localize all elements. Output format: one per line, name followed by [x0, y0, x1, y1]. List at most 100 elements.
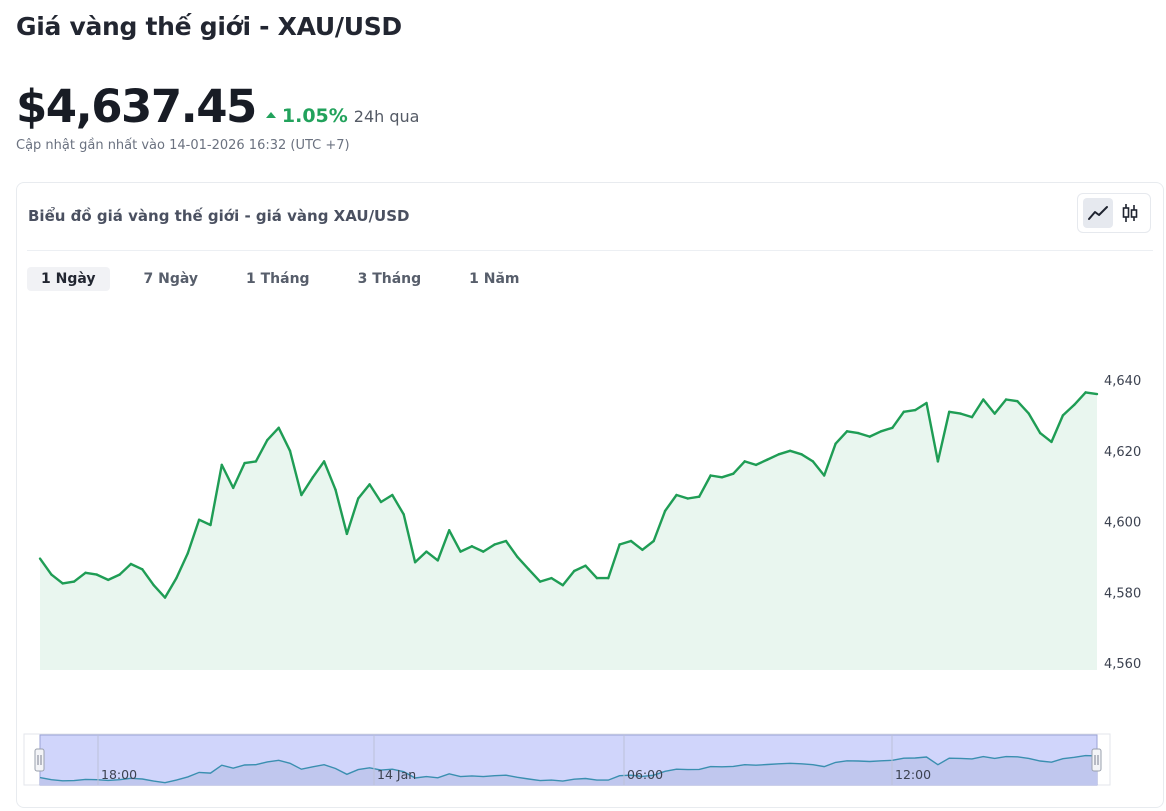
- price-line-segment: [550, 576, 564, 587]
- price-line-segment: [686, 495, 701, 500]
- candlestick-button[interactable]: [1115, 198, 1145, 228]
- tab-1-day[interactable]: 1 Ngày: [27, 267, 110, 291]
- price-area: [40, 392, 1097, 670]
- line-chart-button[interactable]: [1083, 198, 1113, 228]
- price-line-segment: [993, 398, 1008, 415]
- price-line-segment: [868, 430, 883, 438]
- candlestick-icon: [1122, 204, 1138, 222]
- price-line-segment: [663, 493, 678, 513]
- price-line-segment: [243, 460, 258, 465]
- card-divider: [27, 250, 1153, 251]
- price-line-segment: [61, 580, 76, 585]
- price-line-segment: [948, 410, 962, 415]
- price-line-segment: [709, 474, 724, 479]
- price-line-segment: [516, 555, 530, 571]
- price-line-segment: [1027, 412, 1042, 435]
- price-line-segment: [175, 552, 190, 580]
- price-line-segment: [1016, 400, 1031, 415]
- price-line-segment: [754, 458, 769, 467]
- price-line-segment: [186, 518, 201, 555]
- navigator-x-label: 14 Jan: [377, 767, 416, 782]
- navigator-x-label: 12:00: [895, 767, 931, 782]
- price-line-segment: [482, 543, 496, 553]
- navigator-area: [40, 755, 1097, 785]
- price-line-segment: [322, 460, 337, 491]
- change-percent: 1.05%: [281, 105, 348, 127]
- price-line-segment: [1004, 398, 1019, 403]
- tab-1-month[interactable]: 1 Tháng: [246, 271, 310, 287]
- current-price: $4,637.45: [16, 80, 257, 133]
- price-line-segment: [106, 573, 121, 582]
- navigator-left-handle[interactable]: [34, 748, 45, 772]
- price-line-segment: [334, 488, 349, 536]
- price-line-segment: [300, 476, 314, 497]
- price-line-segment: [209, 463, 224, 527]
- price-line-segment: [698, 474, 712, 498]
- price-line-segment: [493, 539, 508, 546]
- navigator-right-handle[interactable]: [1091, 748, 1102, 772]
- price-line-segment: [197, 518, 212, 527]
- price-line-segment: [38, 557, 53, 576]
- price-line-segment: [391, 493, 405, 516]
- page-title: Giá vàng thế giới - XAU/USD: [16, 12, 402, 41]
- price-line-segment: [823, 442, 837, 477]
- price-line-segment: [425, 550, 439, 562]
- range-tabs: 1 Ngày 7 Ngày 1 Tháng 3 Tháng 1 Năm: [27, 267, 554, 291]
- price-line-segment: [1084, 391, 1099, 396]
- price-line-segment: [936, 410, 951, 463]
- price-line-segment: [345, 497, 360, 536]
- price-line-segment: [402, 513, 417, 564]
- price-line-segment: [84, 571, 99, 576]
- price-line-segment: [1073, 391, 1087, 406]
- price-line-segment: [618, 539, 633, 546]
- price-line-segment: [152, 584, 167, 599]
- tab-1-year[interactable]: 1 Năm: [469, 271, 520, 287]
- price-line-segment: [766, 453, 780, 461]
- price-line-segment: [561, 569, 576, 587]
- price-line-segment: [675, 493, 689, 500]
- price-line-segment: [584, 564, 599, 580]
- y-tick-label: 4,600: [1104, 516, 1141, 531]
- price-line-segment: [1050, 414, 1065, 444]
- price-line-segment: [288, 449, 303, 497]
- price-line-segment: [163, 576, 178, 599]
- y-tick-label: 4,620: [1104, 445, 1141, 460]
- price-line-segment: [50, 573, 64, 585]
- price-line-segment: [368, 483, 383, 504]
- price-line-segment: [777, 449, 792, 456]
- price-line-segment: [357, 483, 371, 500]
- y-tick-label: 4,640: [1104, 374, 1141, 389]
- price-line-segment: [448, 529, 462, 553]
- price-line-segment: [379, 493, 394, 504]
- price-line-segment: [857, 431, 871, 438]
- price-change: 1.05% 24h qua: [265, 105, 419, 127]
- tab-3-months[interactable]: 3 Tháng: [357, 271, 422, 287]
- y-tick-label: 4,580: [1104, 586, 1141, 601]
- price-line-segment: [925, 401, 940, 463]
- price-line-segment: [629, 539, 644, 551]
- price-line-segment: [504, 539, 519, 559]
- price-line-segment: [959, 412, 974, 419]
- price-line-segment: [732, 460, 746, 475]
- price-line-segment: [652, 509, 667, 543]
- price-line-segment: [118, 562, 133, 576]
- navigator-x-label: 06:00: [627, 767, 663, 782]
- price-line-segment: [834, 430, 849, 445]
- price-row: $4,637.45 1.05% 24h qua: [16, 80, 419, 133]
- price-line-segment: [527, 568, 542, 583]
- price-line-segment: [72, 571, 87, 583]
- price-line-segment: [845, 430, 860, 435]
- price-line-segment: [607, 543, 621, 580]
- price-line-segment: [254, 438, 269, 463]
- price-line-segment: [641, 539, 655, 551]
- price-line-segment: [914, 401, 928, 412]
- price-line-segment: [891, 410, 905, 429]
- price-line-segment: [1038, 431, 1053, 444]
- tab-7-days[interactable]: 7 Ngày: [143, 271, 199, 287]
- y-tick-label: 4,560: [1104, 657, 1141, 672]
- price-line-segment: [311, 460, 326, 479]
- navigator-line: [39, 754, 1098, 784]
- price-line-segment: [720, 472, 735, 479]
- last-updated: Cập nhật gần nhất vào 14-01-2026 16:32 (…: [16, 138, 350, 153]
